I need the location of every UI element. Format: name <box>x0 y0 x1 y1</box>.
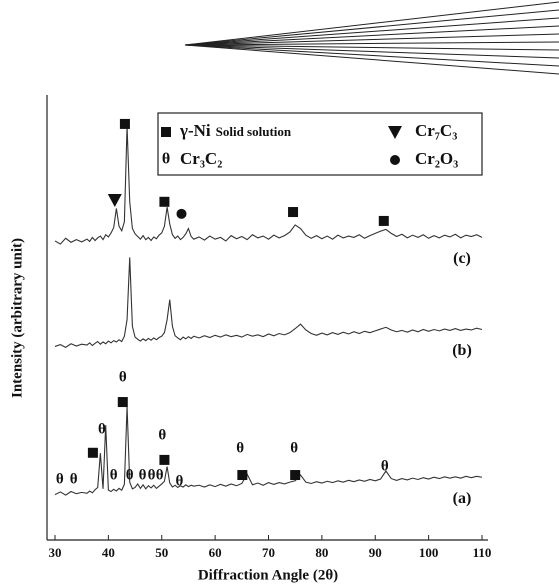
decoration-fan <box>184 1 559 75</box>
legend-marker <box>390 155 400 165</box>
x-tick-label: 80 <box>315 545 328 560</box>
x-axis-label: Diffraction Angle (2θ) <box>198 567 338 583</box>
peak-symbol: θ <box>290 441 298 457</box>
peak-symbol: θ <box>119 369 127 385</box>
x-tick-label: 100 <box>419 545 439 560</box>
legend-label: Cr₂O₃ <box>415 149 458 168</box>
peak-symbol: θ <box>175 474 183 490</box>
series-label: (b) <box>452 342 472 359</box>
peak-symbol: θ <box>110 467 118 483</box>
legend-box <box>157 112 483 176</box>
peak-marker <box>159 196 170 207</box>
spectrum-line <box>54 406 483 496</box>
peak-symbol: θ <box>126 467 134 483</box>
peak-symbol: θ <box>158 427 166 443</box>
peak-symbol: θ <box>98 422 106 438</box>
legend-label: Cr₇C₃ <box>415 121 457 140</box>
peak-symbol: θ <box>381 458 389 474</box>
x-tick-label: 90 <box>369 545 382 560</box>
legend-note: Solid solution <box>216 124 292 139</box>
peak-marker <box>290 470 301 481</box>
x-tick-label: 60 <box>209 545 222 560</box>
peak-marker <box>176 208 187 219</box>
legend-label: γ-Ni <box>179 121 211 140</box>
peak-symbol: θ <box>70 471 78 487</box>
legend-label: Cr₃C₂ <box>180 149 222 168</box>
peak-marker <box>288 207 299 218</box>
peak-marker <box>237 470 248 481</box>
x-tick-label: 40 <box>102 545 115 560</box>
peak-marker <box>117 397 128 408</box>
legend-marker <box>161 127 171 137</box>
peak-symbol: θ <box>236 441 244 457</box>
legend-marker <box>388 126 402 139</box>
series-label: (c) <box>453 250 471 267</box>
peak-marker <box>378 215 389 226</box>
x-tick-label: 30 <box>49 545 62 560</box>
legend-symbol: θ <box>162 151 170 168</box>
x-tick-label: 110 <box>473 545 492 560</box>
peak-marker <box>87 447 98 458</box>
x-tick-label: 50 <box>155 545 168 560</box>
peak-marker <box>107 194 122 208</box>
y-axis-label: Intensity (arbitrary unit) <box>9 238 25 398</box>
peak-symbol: θ <box>56 471 64 487</box>
peak-symbol: θ <box>139 467 147 483</box>
spectrum-line <box>54 126 483 245</box>
peak-marker <box>159 454 170 465</box>
peak-symbol: θ <box>156 467 164 483</box>
peak-marker <box>119 118 130 129</box>
x-tick-label: 70 <box>262 545 275 560</box>
spectrum-line <box>54 257 483 348</box>
series-label: (a) <box>453 490 472 507</box>
peak-symbol: θ <box>148 467 156 483</box>
